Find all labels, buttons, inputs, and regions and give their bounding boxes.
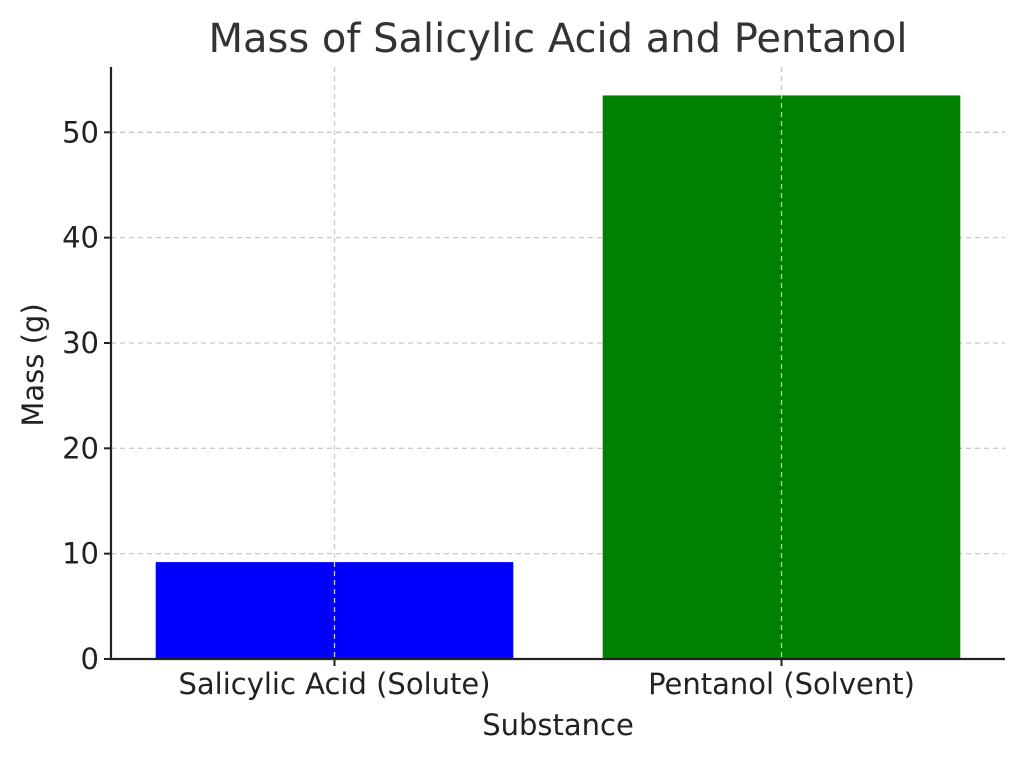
grid-lines	[111, 131, 1005, 555]
axes	[104, 67, 1005, 666]
chart-title: Mass of Salicylic Acid and Pentanol	[208, 16, 907, 62]
y-axis-label: Mass (g)	[16, 303, 50, 426]
bars	[155, 95, 961, 659]
y-tick-label: 10	[62, 537, 99, 571]
y-tick-label: 20	[62, 431, 99, 465]
y-tick-label: 30	[62, 326, 99, 360]
y-tick-label: 40	[62, 221, 99, 255]
x-axis-label: Substance	[482, 708, 634, 742]
y-tick-label: 0	[81, 642, 99, 676]
x-tick-label: Salicylic Acid (Solute)	[178, 667, 490, 701]
x-tick-label: Pentanol (Solvent)	[648, 667, 915, 701]
tick-labels: 0 10 20 30 40 50 Salicylic Acid (Solute) Pentan…	[62, 115, 915, 701]
y-tick-label: 50	[62, 115, 99, 149]
